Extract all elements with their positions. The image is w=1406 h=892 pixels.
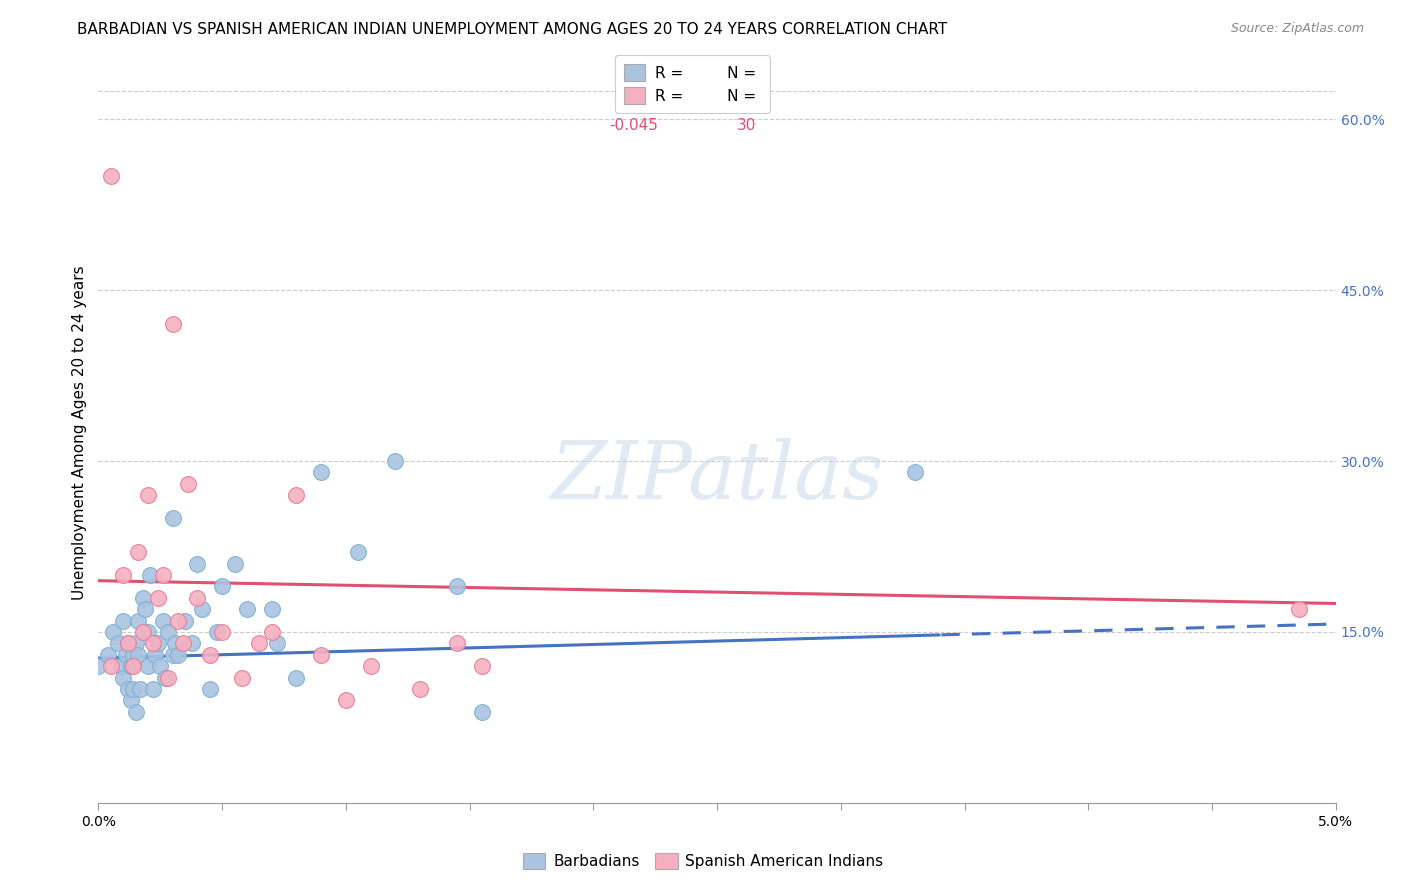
Text: BARBADIAN VS SPANISH AMERICAN INDIAN UNEMPLOYMENT AMONG AGES 20 TO 24 YEARS CORR: BARBADIAN VS SPANISH AMERICAN INDIAN UNE…: [77, 22, 948, 37]
Point: [165, 636, 187, 650]
Text: ZIPatlas: ZIPatlas: [550, 438, 884, 516]
Point: [120, 693, 142, 707]
Point: [103, 624, 125, 639]
Point: [110, 659, 132, 673]
Point: [142, 681, 165, 696]
Point: [186, 557, 208, 571]
Point: [136, 624, 159, 639]
Point: [1288, 602, 1310, 616]
Text: Source: ZipAtlas.com: Source: ZipAtlas.com: [1230, 22, 1364, 36]
Point: [285, 488, 308, 502]
Point: [198, 681, 221, 696]
Point: [129, 681, 152, 696]
Text: 0.151: 0.151: [624, 88, 668, 103]
Point: [136, 488, 159, 502]
Point: [87, 659, 110, 673]
Text: 30: 30: [737, 118, 756, 133]
Point: [124, 705, 146, 719]
Point: [198, 648, 221, 662]
Point: [266, 636, 288, 650]
Point: [112, 614, 135, 628]
Point: [114, 648, 136, 662]
Point: [117, 681, 139, 696]
Point: [309, 648, 332, 662]
Point: [186, 591, 208, 605]
Point: [100, 169, 122, 184]
Point: [446, 579, 468, 593]
Legend: Barbadians, Spanish American Indians: Barbadians, Spanish American Indians: [516, 847, 890, 875]
Point: [155, 671, 177, 685]
Point: [149, 659, 172, 673]
Point: [162, 511, 184, 525]
Point: [156, 624, 179, 639]
Point: [211, 579, 233, 593]
Text: -0.045: -0.045: [609, 118, 658, 133]
Point: [309, 466, 332, 480]
Point: [471, 659, 494, 673]
Point: [384, 454, 406, 468]
Point: [122, 659, 145, 673]
Point: [107, 636, 129, 650]
Point: [176, 476, 198, 491]
Point: [211, 624, 233, 639]
Point: [132, 591, 155, 605]
Point: [260, 602, 283, 616]
Point: [152, 614, 174, 628]
Legend: R =         N = , R =         N = : R = N = , R = N =: [614, 55, 769, 113]
Point: [97, 648, 120, 662]
Point: [166, 614, 188, 628]
Point: [127, 545, 149, 559]
Point: [335, 693, 357, 707]
Point: [471, 705, 494, 719]
Point: [112, 568, 135, 582]
Point: [117, 636, 139, 650]
Text: 53: 53: [737, 88, 756, 103]
Point: [446, 636, 468, 650]
Point: [120, 659, 142, 673]
Point: [124, 636, 146, 650]
Point: [152, 568, 174, 582]
Point: [156, 671, 179, 685]
Point: [285, 671, 308, 685]
Point: [409, 681, 432, 696]
Point: [247, 636, 270, 650]
Point: [236, 602, 259, 616]
Point: [127, 614, 149, 628]
Point: [100, 659, 122, 673]
Y-axis label: Unemployment Among Ages 20 to 24 years: Unemployment Among Ages 20 to 24 years: [72, 265, 87, 600]
Point: [117, 636, 139, 650]
Point: [205, 624, 228, 639]
Point: [224, 557, 246, 571]
Point: [136, 659, 159, 673]
Point: [142, 636, 165, 650]
Point: [162, 648, 184, 662]
Point: [347, 545, 370, 559]
Point: [360, 659, 382, 673]
Point: [122, 648, 145, 662]
Point: [146, 591, 169, 605]
Point: [162, 318, 184, 332]
Point: [260, 624, 283, 639]
Point: [146, 636, 169, 650]
Point: [132, 624, 155, 639]
Point: [134, 602, 156, 616]
Point: [122, 681, 145, 696]
Point: [904, 466, 927, 480]
Point: [174, 614, 197, 628]
Point: [143, 648, 166, 662]
Point: [181, 636, 204, 650]
Point: [139, 568, 162, 582]
Point: [191, 602, 214, 616]
Point: [231, 671, 253, 685]
Point: [112, 671, 135, 685]
Point: [166, 648, 188, 662]
Point: [127, 648, 149, 662]
Point: [172, 636, 194, 650]
